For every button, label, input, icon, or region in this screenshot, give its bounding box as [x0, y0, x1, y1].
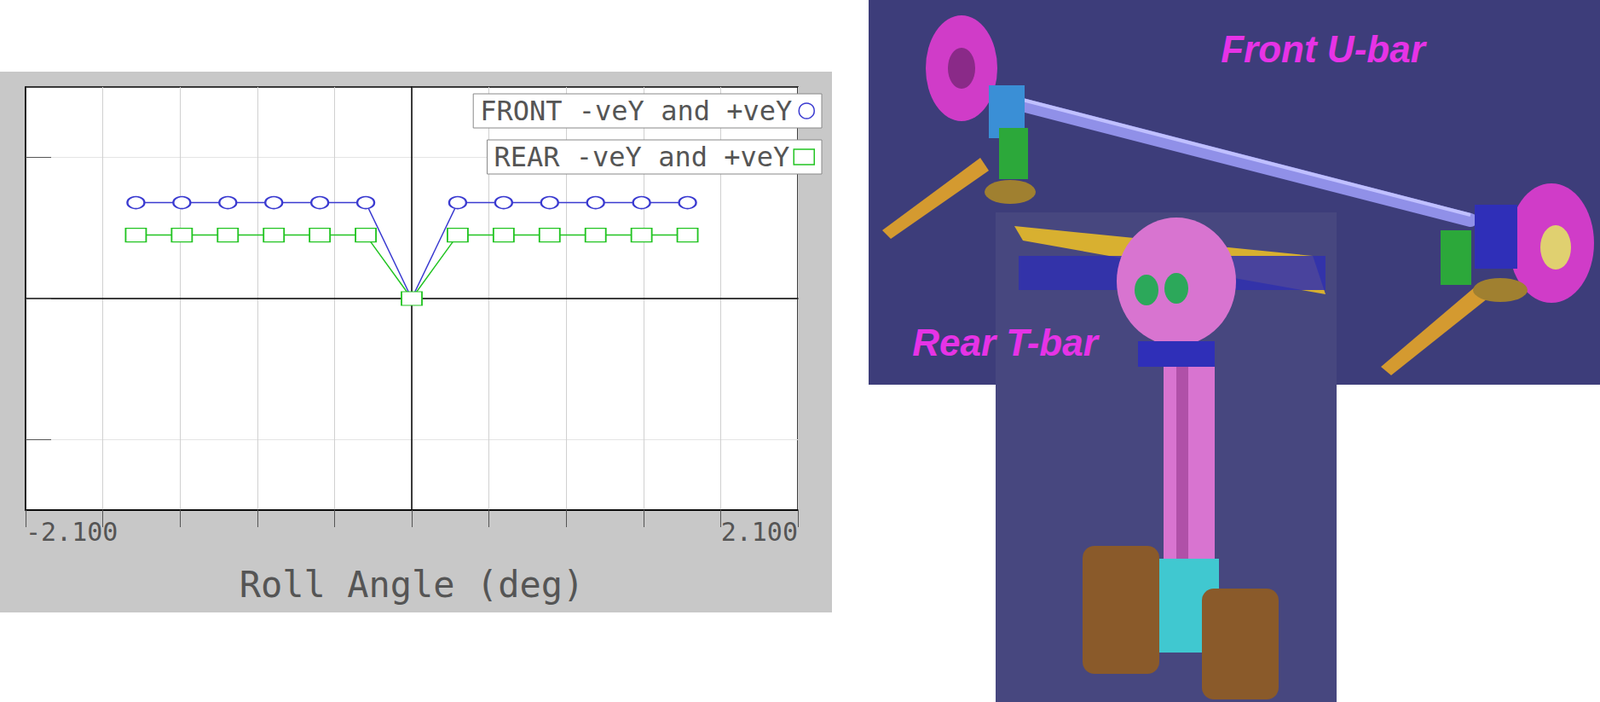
- svg-text:Roll Angle (deg): Roll Angle (deg): [239, 563, 585, 606]
- svg-text:Rear T-bar: Rear T-bar: [912, 321, 1101, 364]
- svg-text:Front U-bar: Front U-bar: [1220, 28, 1427, 70]
- svg-text:2.100: 2.100: [721, 516, 798, 547]
- svg-text:REAR -veY and +veY: REAR -veY and +veY: [493, 140, 790, 174]
- svg-text:FRONT -veY and +veY: FRONT -veY and +veY: [479, 94, 792, 128]
- svg-text:-2.100: -2.100: [25, 516, 118, 547]
